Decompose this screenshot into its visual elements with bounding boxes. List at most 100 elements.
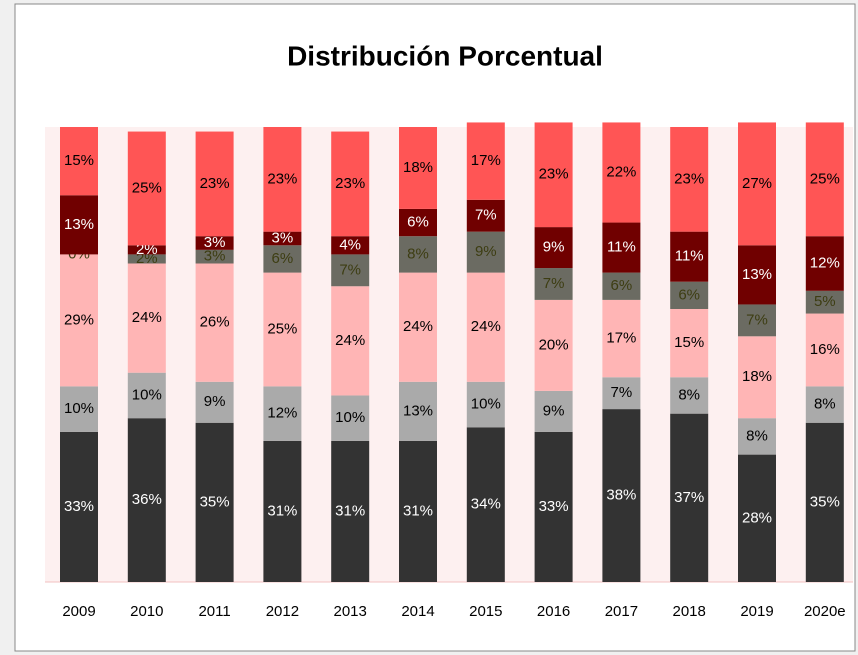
x-tick-label: 2016 [537,603,570,620]
value-label: 33% [539,498,569,515]
bar-segment [263,231,302,246]
value-label: 7% [339,261,361,278]
bar-segment [534,431,573,582]
value-label: 6% [611,277,633,294]
value-label: 24% [132,309,162,326]
bar-segment [738,245,776,305]
bar-segment [805,313,844,387]
bar-segment [263,272,302,387]
value-label: 29% [64,311,94,328]
bar-segment [331,286,370,396]
bar-segment [127,254,166,264]
bar-segment [195,131,234,237]
value-label: 24% [335,332,365,349]
bar-segment [263,440,302,582]
bar-segment [331,254,370,287]
value-label: 4% [339,236,361,253]
value-label: 25% [810,170,840,187]
bar-segment [127,131,166,246]
value-label: 31% [335,502,365,519]
value-label: 16% [810,341,840,358]
value-label: 23% [335,175,365,192]
value-label: 17% [606,330,636,347]
bar-segment [602,272,641,300]
value-label: 22% [606,163,636,180]
value-label: 9% [543,239,565,256]
value-label: 8% [407,245,429,262]
bar-segment [466,199,505,232]
bar-segment [602,222,641,273]
value-label: 23% [200,175,230,192]
value-label: 37% [674,489,704,506]
value-label: 7% [475,207,497,224]
value-label: 12% [267,405,297,422]
bar-segment [263,127,302,232]
value-label: 18% [403,159,433,176]
bar-segment [331,440,370,582]
value-label: 20% [539,336,569,353]
value-label: 9% [475,243,497,260]
chart-title: Distribución Porcentual [287,40,603,71]
bar-segment [399,440,437,582]
value-label: 31% [403,502,433,519]
value-label: 3% [204,234,226,251]
value-label: 6% [407,214,429,231]
x-tick-label: 2013 [334,603,367,620]
bar-segment [331,236,370,255]
value-label: 8% [814,396,836,413]
value-label: 7% [543,275,565,292]
bar-segment [195,263,234,382]
bar-segment [670,281,709,309]
value-label: 28% [742,509,772,526]
bar-segment [670,127,709,232]
bar-segment [263,245,302,273]
bar-segment [399,127,437,209]
value-label: 11% [607,239,636,256]
value-label: 23% [539,166,569,183]
x-tick-label: 2018 [673,603,706,620]
x-tick-label: 2011 [198,603,230,620]
value-label: 23% [267,170,297,187]
bar-segment [466,427,505,582]
x-tick-label: 2015 [469,603,502,620]
x-tick-label: 2012 [266,603,299,620]
bar-segment [534,299,573,391]
bar-segment [466,122,505,200]
x-tick-label: 2009 [62,603,95,620]
bar-segment [195,381,234,423]
bar-segment [127,263,166,373]
bar-segment [466,231,505,273]
bar-segment [738,304,776,337]
x-tick-label: 2010 [130,603,163,620]
bar-segment [805,422,844,582]
bar-segment [331,131,370,237]
value-label: 17% [471,152,501,169]
value-label: 35% [810,493,840,510]
bar-segment [602,377,641,410]
value-label: 6% [678,286,700,303]
bar-segment [738,336,776,419]
bar-segment [602,409,641,582]
bar-segment [602,299,641,378]
bar-segment [670,413,709,582]
value-label: 10% [132,386,162,403]
value-label: 8% [746,427,768,444]
value-label: 13% [64,216,94,233]
value-label: 9% [204,393,226,410]
value-label: 26% [200,314,230,331]
bar-segment [738,418,776,455]
bar-segment [534,227,573,269]
bar-segment [60,195,98,255]
value-label: 9% [543,402,565,419]
bar-segment [399,236,437,273]
bar-segment [60,431,98,582]
value-label: 3% [204,248,226,265]
value-label: 3% [272,229,294,246]
plot-area [45,127,853,582]
bar-segment [127,372,166,419]
value-label: 25% [132,179,162,196]
value-label: 7% [611,384,633,401]
bar-segment [127,245,166,255]
value-label: 33% [64,498,94,515]
